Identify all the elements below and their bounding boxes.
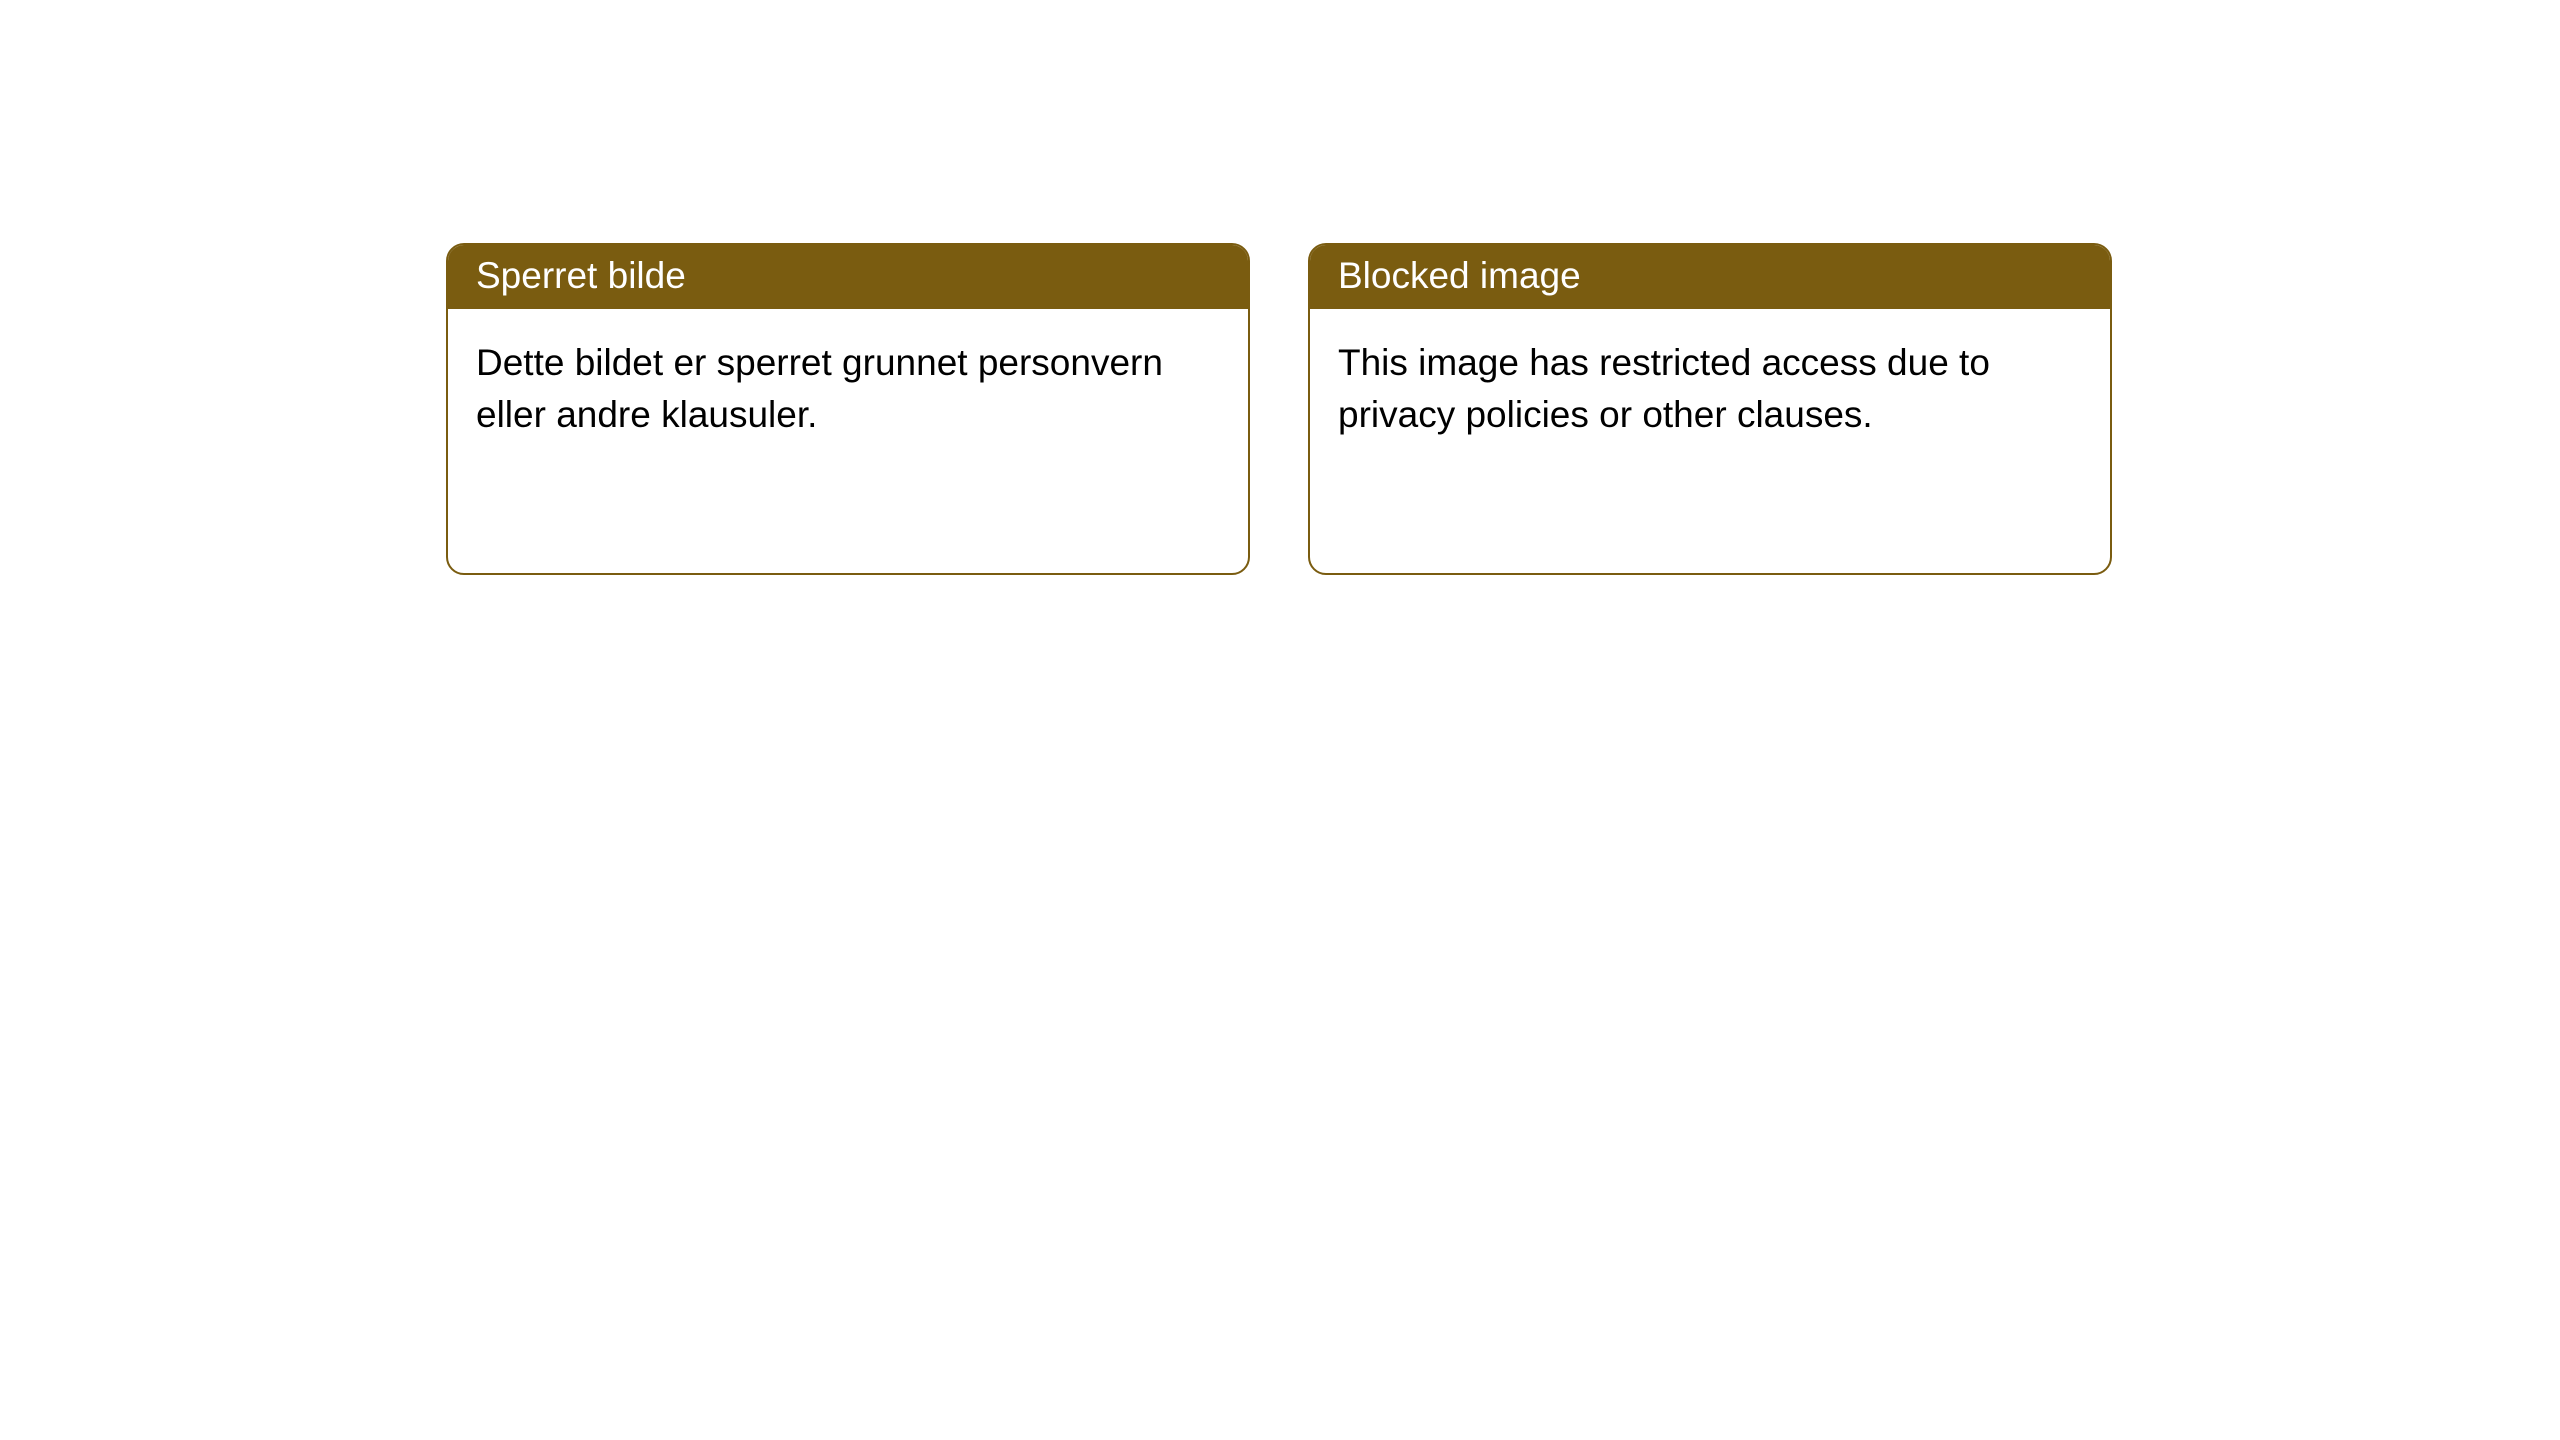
card-title: Blocked image — [1310, 245, 2110, 309]
notice-container: Sperret bilde Dette bildet er sperret gr… — [0, 0, 2560, 575]
card-body: This image has restricted access due to … — [1310, 309, 2110, 469]
notice-card-norwegian: Sperret bilde Dette bildet er sperret gr… — [446, 243, 1250, 575]
card-body: Dette bildet er sperret grunnet personve… — [448, 309, 1248, 469]
notice-card-english: Blocked image This image has restricted … — [1308, 243, 2112, 575]
card-title: Sperret bilde — [448, 245, 1248, 309]
